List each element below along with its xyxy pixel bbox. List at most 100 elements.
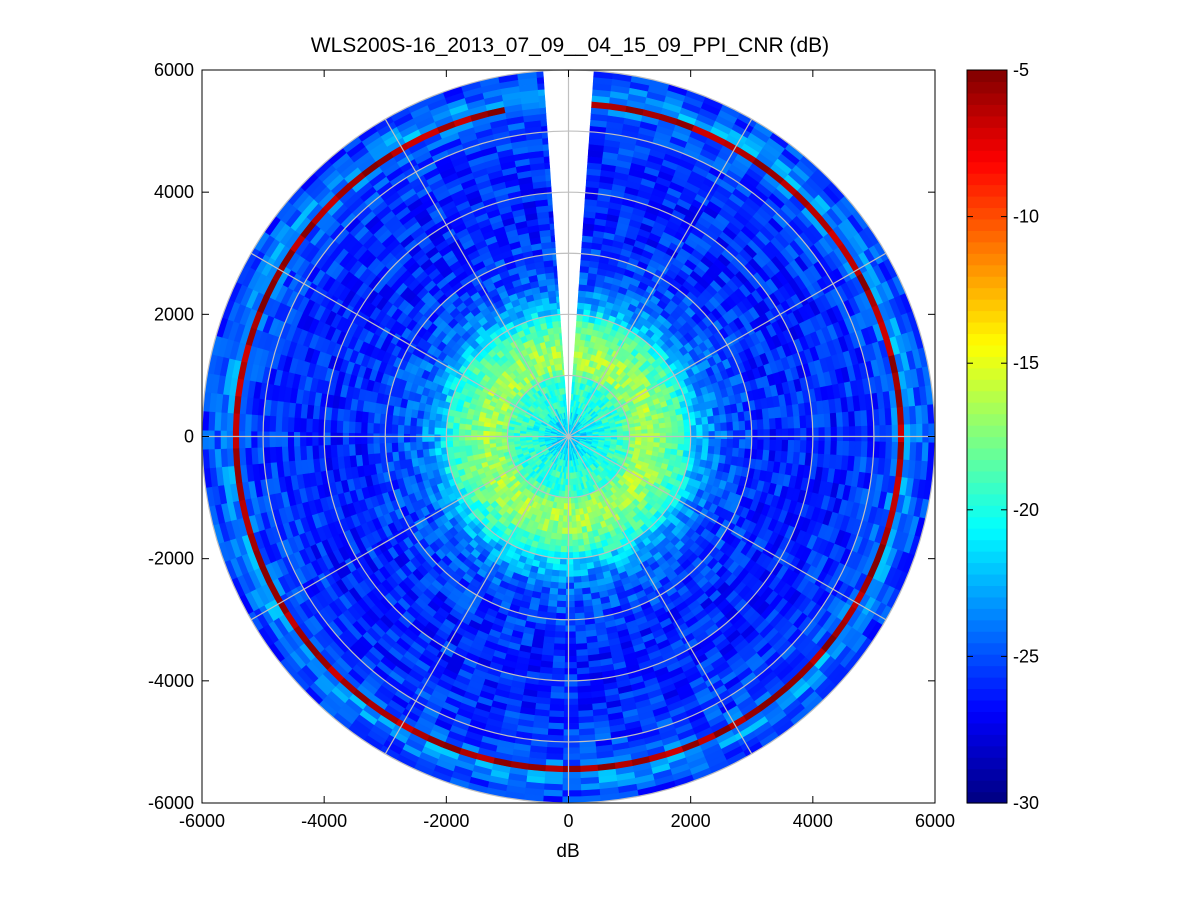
ppi-cell	[570, 491, 573, 497]
ppi-cell	[703, 439, 709, 447]
ppi-cell	[574, 589, 583, 596]
ppi-cell	[562, 363, 564, 369]
ppi-cell	[576, 643, 587, 650]
ppi-cell	[564, 675, 577, 681]
ppi-cell	[678, 438, 684, 444]
ppi-cell	[355, 444, 362, 455]
ppi-cell	[349, 444, 356, 456]
ppi-cell	[554, 333, 560, 340]
ppi-cell	[361, 433, 367, 444]
ppi-cell	[564, 382, 565, 388]
ppi-cell	[623, 431, 629, 434]
ppi-cell	[410, 442, 417, 451]
ppi-cell	[575, 607, 584, 614]
ppi-cell	[727, 431, 733, 440]
ppi-cell	[558, 577, 566, 584]
ppi-cell	[739, 440, 746, 449]
ppi-cell	[807, 428, 813, 441]
ppi-cell	[561, 345, 563, 351]
ppi-cell	[548, 291, 556, 298]
ppi-cell	[551, 576, 559, 583]
ppi-cell	[558, 583, 566, 590]
ppi-cell	[691, 432, 697, 439]
ppi-cell	[690, 425, 697, 432]
ppi-cell	[819, 428, 825, 442]
ppi-cell	[757, 420, 764, 430]
ppi-cell	[343, 433, 349, 445]
ppi-cell	[579, 278, 588, 285]
ppi-cell	[721, 431, 727, 439]
ppi-cell	[330, 445, 337, 458]
ppi-cell	[567, 546, 573, 552]
ppi-cell	[548, 594, 557, 601]
ppi-cell	[708, 446, 715, 454]
ppi-cell	[547, 187, 552, 193]
ppi-cell	[576, 321, 582, 328]
ppi-cell	[721, 439, 728, 447]
ppi-cell	[758, 430, 764, 440]
ppi-cell	[559, 565, 566, 571]
ppi-cell	[391, 424, 398, 433]
ppi-cell	[782, 429, 788, 441]
ppi-cell	[446, 434, 452, 440]
ppi-cell	[554, 272, 557, 278]
ppi-cell	[578, 539, 584, 546]
ppi-cell	[551, 686, 565, 693]
ppi-cell	[562, 357, 564, 363]
ppi-cell	[800, 441, 807, 454]
ppi-cell	[565, 400, 566, 406]
ppi-cell	[557, 589, 565, 596]
ppi-cell	[563, 370, 565, 376]
ppi-cell	[561, 351, 563, 357]
ppi-cell	[574, 595, 583, 602]
ppi-cell	[435, 448, 442, 456]
ppi-cell	[764, 440, 771, 451]
ppi-cell	[337, 444, 344, 456]
ppi-cell	[548, 600, 557, 607]
ppi-cell	[557, 595, 566, 602]
ppi-cell	[355, 422, 362, 433]
ppi-cell	[565, 394, 566, 400]
ppi-cell	[330, 432, 336, 445]
ppi-cell	[398, 442, 405, 451]
ppi-cell	[367, 433, 373, 444]
ppi-cell	[684, 439, 690, 446]
ppi-cell	[552, 242, 556, 248]
ppi-cell	[564, 669, 577, 675]
ppi-cell	[800, 416, 807, 429]
ppi-cell	[566, 571, 573, 577]
ppi-cell	[465, 440, 471, 446]
ppi-cell	[330, 420, 337, 433]
ppi-cell	[554, 644, 565, 651]
ppi-cell	[554, 638, 565, 645]
ppi-cell	[571, 497, 575, 503]
ppi-cell	[576, 521, 581, 528]
ppi-cell	[416, 418, 423, 426]
ppi-cell	[546, 181, 551, 187]
ppi-cell	[709, 439, 716, 447]
ppi-cell	[703, 432, 709, 439]
ppi-cell	[556, 296, 559, 302]
ppi-cell	[566, 553, 572, 559]
ppi-cell	[672, 427, 679, 433]
ppi-cell	[373, 433, 379, 443]
ppi-cell	[715, 431, 721, 439]
ppi-cell	[567, 510, 571, 516]
ppi-cell	[564, 662, 576, 668]
ppi-cell	[672, 444, 679, 450]
ppi-cell	[446, 441, 453, 448]
ppi-cell	[398, 425, 405, 434]
ppi-cell	[336, 432, 342, 444]
ppi-cell	[824, 441, 831, 455]
ppi-cell	[562, 522, 567, 528]
ppi-cell	[824, 414, 831, 428]
ppi-cell	[665, 422, 672, 428]
ppi-cell	[459, 435, 465, 441]
ppi-cell	[794, 440, 801, 452]
ppi-cell	[565, 638, 576, 644]
ppi-cell	[552, 321, 559, 328]
ppi-cell	[355, 433, 361, 444]
ppi-cell	[565, 656, 577, 662]
ppi-cell	[659, 423, 666, 429]
